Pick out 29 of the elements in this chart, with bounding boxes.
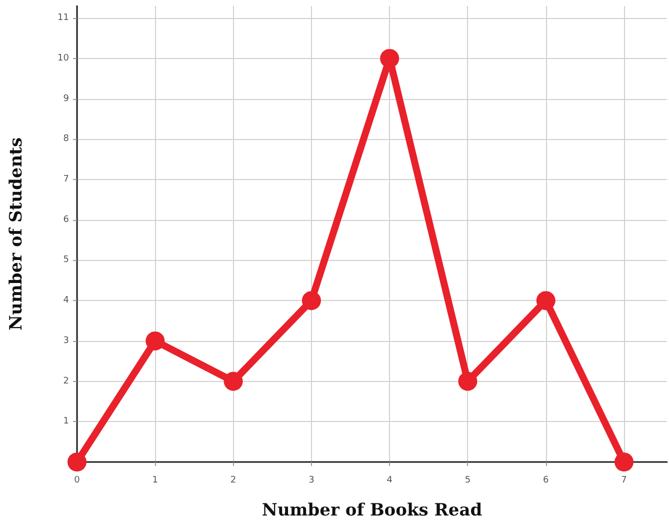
point: [302, 291, 321, 310]
x-axis-title: Number of Books Read: [262, 500, 482, 520]
y-tick-label: 3: [63, 336, 69, 346]
x-tick-label: 2: [230, 476, 236, 486]
point: [536, 291, 556, 310]
x-tick-label: 3: [308, 476, 314, 486]
point: [614, 452, 634, 472]
y-axis-title: Number of Students: [6, 137, 26, 331]
x-tick-label: 6: [543, 476, 550, 486]
x-tick-label: 5: [464, 476, 471, 486]
x-tick-label: 0: [74, 476, 80, 486]
y-tick-label: 7: [63, 174, 69, 185]
x-tick-label: 1: [152, 476, 158, 486]
point: [380, 48, 400, 68]
point: [224, 372, 243, 391]
y-tick-label: 5: [63, 255, 69, 266]
point: [146, 331, 165, 350]
y-tick-label: 11: [58, 13, 69, 24]
point: [458, 372, 478, 391]
y-tick-label: 4: [63, 296, 70, 306]
y-tick-label: 10: [58, 53, 70, 64]
y-tick-label: 6: [63, 214, 70, 225]
y-tick-label: 9: [63, 94, 70, 104]
y-tick-label: 1: [63, 416, 69, 427]
y-tick-label: 8: [63, 134, 70, 144]
point: [68, 452, 86, 472]
x-tick-label: 4: [386, 476, 393, 486]
y-tick-label: 2: [63, 376, 69, 386]
x-tick-label: 7: [621, 476, 627, 486]
